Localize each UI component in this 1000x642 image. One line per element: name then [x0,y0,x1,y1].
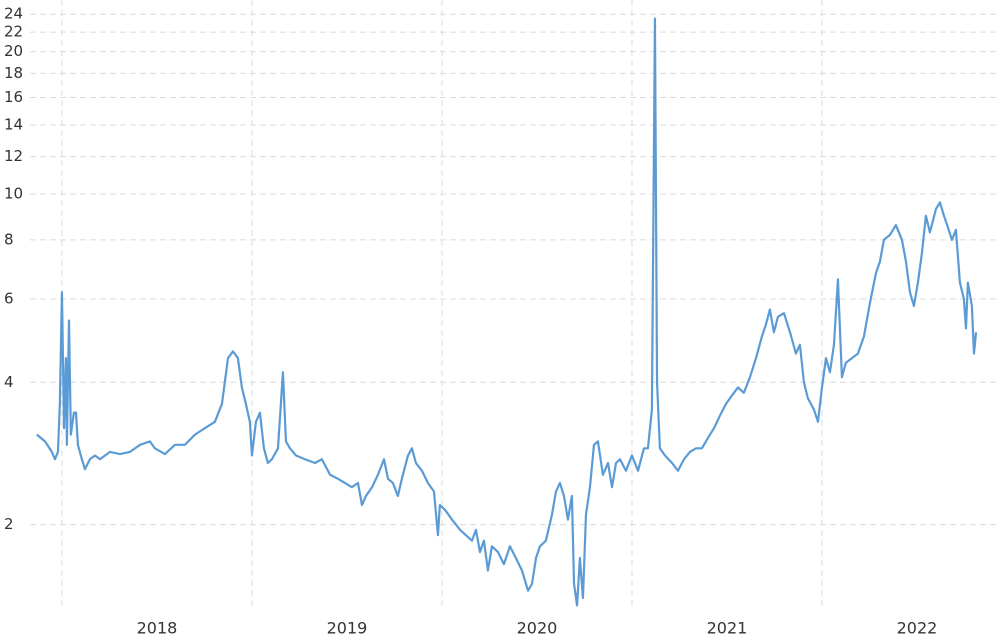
y-tick-label: 22 [4,23,23,41]
price-line [36,17,978,607]
x-tick-label: 2018 [137,619,178,638]
y-tick-label: 2 [4,515,14,533]
y-tick-label: 4 [4,373,14,391]
y-tick-label: 14 [4,115,23,133]
y-tick-label: 20 [4,42,23,60]
y-tick-label: 6 [4,289,14,307]
y-tick-label: 8 [4,230,14,248]
y-tick-label: 24 [4,5,23,23]
x-tick-label: 2020 [517,619,558,638]
y-tick-label: 18 [4,64,23,82]
y-tick-label: 12 [4,147,23,165]
x-tick-label: 2021 [707,619,748,638]
x-tick-label: 2022 [897,619,938,638]
x-tick-label: 2019 [327,619,368,638]
y-tick-label: 16 [4,88,23,106]
y-tick-label: 10 [4,185,23,203]
